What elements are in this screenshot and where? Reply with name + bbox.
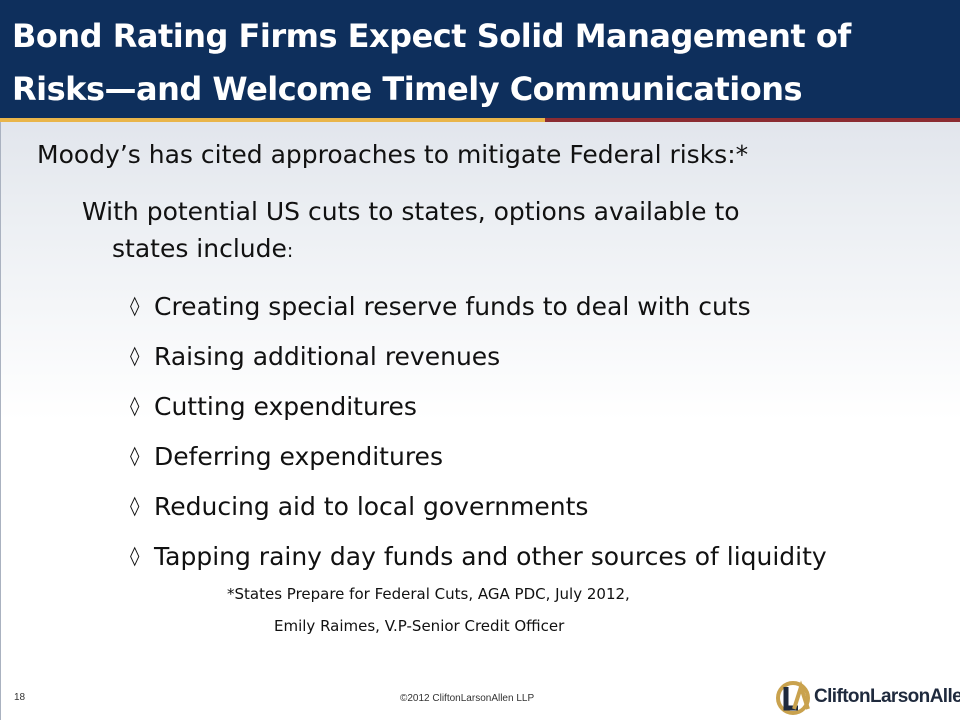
bullet-text: Reducing aid to local governments [154,492,589,521]
bullet-text: Deferring expenditures [154,442,443,471]
slide-title-line-1: Bond Rating Firms Expect Solid Managemen… [12,17,851,55]
slide-title-line-2: Risks—and Welcome Timely Communications [12,70,803,108]
citation-line-2: Emily Raimes, V.P-Senior Credit Officer [274,617,565,635]
sub-point-line-2-text: states include [112,234,287,263]
diamond-bullet-icon: ◊ [130,295,140,317]
bullet-text: Tapping rainy day funds and other source… [154,542,827,571]
logo-text: CliftonLarsonAllen [814,686,960,707]
diamond-bullet-icon: ◊ [130,345,140,367]
bullet-text: Raising additional revenues [154,342,501,371]
diamond-bullet-icon: ◊ [130,445,140,467]
diamond-bullet-icon: ◊ [130,395,140,417]
title-bar: Bond Rating Firms Expect Solid Managemen… [0,0,960,118]
page-number: 18 [14,692,26,703]
accent-stripe-gold [0,118,545,122]
logo-mark-icon [776,680,810,715]
slide-title: Bond Rating Firms Expect Solid Managemen… [12,10,947,116]
bullet-item: ◊ Creating special reserve funds to deal … [130,292,751,321]
accent-stripe-red [545,118,960,122]
sub-point-colon: : [286,240,294,262]
left-border [0,122,1,720]
bullet-item: ◊ Deferring expenditures [130,442,443,471]
citation-line-1: *States Prepare for Federal Cuts, AGA PD… [227,585,630,603]
sub-point-line-2: states include: [82,230,882,270]
bullet-text: Cutting expenditures [154,392,417,421]
company-logo: CliftonLarsonAllen [776,678,960,718]
bullet-item: ◊ Tapping rainy day funds and other sourc… [130,542,827,571]
diamond-bullet-icon: ◊ [130,495,140,517]
bullet-item: ◊ Reducing aid to local governments [130,492,588,521]
bullet-text: Creating special reserve funds to deal w… [154,292,751,321]
diamond-bullet-icon: ◊ [130,545,140,567]
sub-point-line-1: With potential US cuts to states, option… [82,197,740,226]
bullet-item: ◊ Cutting expenditures [130,392,417,421]
bullet-item: ◊ Raising additional revenues [130,342,500,371]
sub-point: With potential US cuts to states, option… [82,193,882,270]
copyright-text: ©2012 CliftonLarsonAllen LLP [400,693,535,704]
intro-text: Moody’s has cited approaches to mitigate… [37,140,749,169]
